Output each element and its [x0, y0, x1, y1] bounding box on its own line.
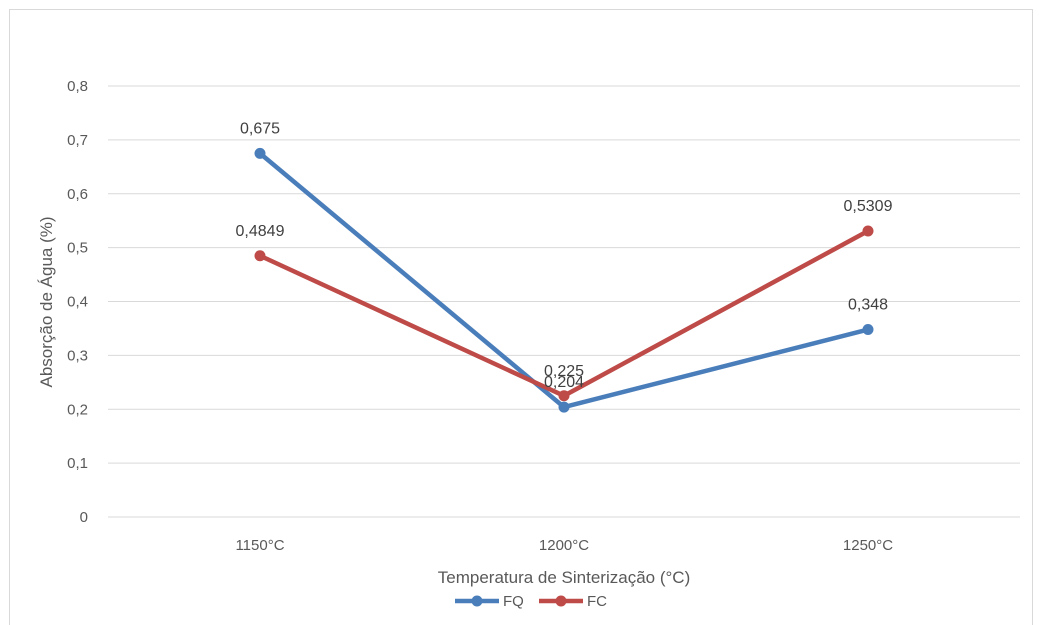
legend-label: FC	[587, 593, 607, 610]
y-tick-label: 0,3	[67, 347, 88, 364]
data-label: 0,204	[544, 374, 584, 391]
data-point	[862, 225, 874, 237]
x-axis-title: Temperatura de Sinterização (°C)	[438, 568, 690, 587]
series-fc	[254, 225, 874, 402]
series-layer	[254, 147, 874, 413]
y-tick-label: 0,4	[67, 294, 88, 311]
legend-label: FQ	[503, 593, 524, 610]
grid-lines	[108, 85, 1020, 518]
data-label: 0,5309	[844, 198, 893, 215]
y-tick-label: 0,5	[67, 240, 88, 257]
x-tick-label: 1250°C	[843, 537, 893, 554]
legend-marker	[471, 595, 483, 607]
x-tick-label: 1150°C	[235, 537, 284, 554]
data-point	[254, 250, 266, 262]
data-point	[558, 390, 570, 402]
legend-item: FQ	[455, 593, 524, 610]
legend-marker	[555, 595, 567, 607]
legend-item: FC	[539, 593, 607, 610]
y-tick-label: 0,2	[67, 401, 88, 418]
data-label: 0,225	[544, 363, 584, 380]
y-tick-label: 0,8	[67, 78, 88, 95]
data-point	[862, 324, 874, 336]
series-fq	[254, 147, 874, 413]
data-point	[558, 401, 570, 413]
y-tick-label: 0,1	[67, 455, 88, 472]
data-label: 0,348	[848, 297, 888, 314]
data-point	[254, 147, 266, 159]
y-tick-label: 0	[80, 509, 88, 526]
y-axis-title: Absorção de Água (%)	[37, 216, 56, 387]
data-label: 0,675	[240, 120, 280, 137]
chart-frame	[9, 9, 1033, 625]
y-tick-label: 0,7	[67, 132, 88, 149]
x-axis-ticks: 1150°C 1200°C 1250°C	[235, 537, 893, 554]
data-labels: 0,675 0,204 0,348 0,4849 0,225 0,5309	[236, 120, 893, 391]
y-axis-ticks: 0 0,1 0,2 0,3 0,4 0,5 0,6 0,7 0,8	[67, 78, 88, 526]
legend: FQ FC	[455, 593, 607, 610]
data-label: 0,4849	[236, 223, 285, 240]
y-tick-label: 0,6	[67, 186, 88, 203]
x-tick-label: 1200°C	[539, 537, 589, 554]
